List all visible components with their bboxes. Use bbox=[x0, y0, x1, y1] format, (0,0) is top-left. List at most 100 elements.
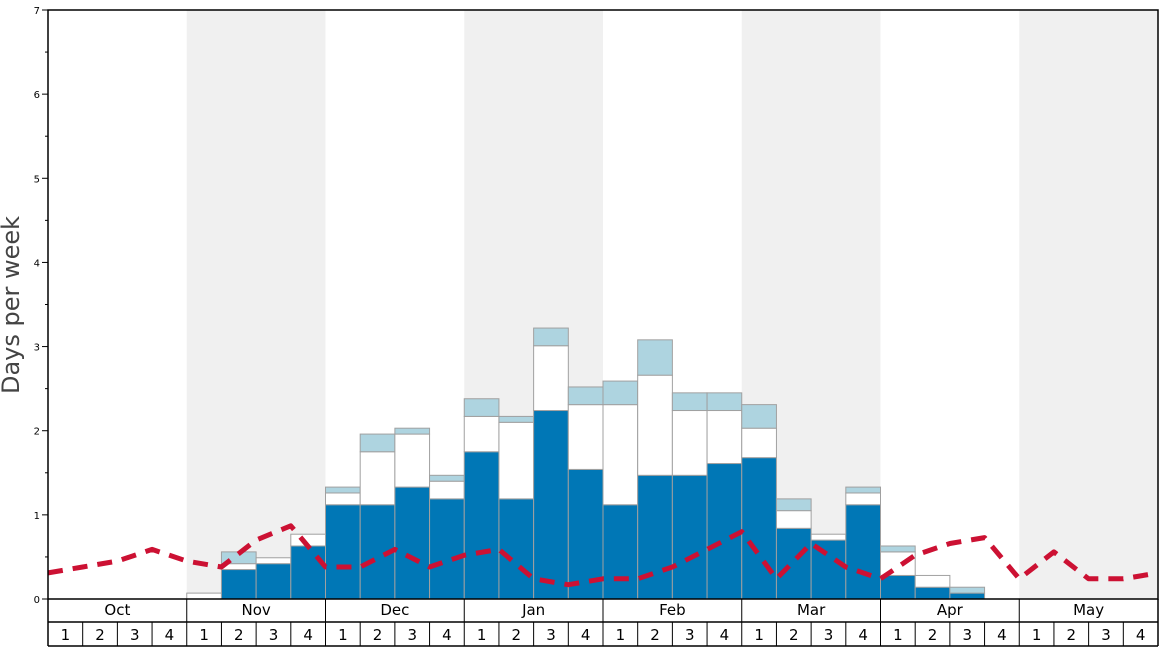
week-label: 2 bbox=[234, 626, 244, 644]
bar-white-17 bbox=[602, 404, 639, 506]
bar-dark-21 bbox=[741, 457, 777, 600]
week-label: 1 bbox=[61, 626, 71, 644]
bar-white-26 bbox=[914, 574, 951, 588]
bar-dark-6 bbox=[220, 569, 257, 600]
bar-light-17 bbox=[602, 380, 639, 406]
bar-light-24 bbox=[845, 486, 881, 494]
bar-light-21 bbox=[741, 404, 777, 429]
bar-dark-19 bbox=[671, 474, 708, 600]
bar-dark-17 bbox=[602, 504, 639, 600]
week-label: 1 bbox=[338, 626, 348, 644]
bar-light-18 bbox=[637, 339, 673, 376]
y-tick-label: 2 bbox=[34, 427, 40, 438]
bar-white-13 bbox=[463, 415, 500, 453]
bar-white-12 bbox=[429, 480, 465, 500]
bar-white-16 bbox=[567, 404, 604, 470]
week-label: 3 bbox=[269, 626, 279, 644]
bar-white-25 bbox=[880, 551, 916, 576]
week-label: 1 bbox=[754, 626, 764, 644]
y-tick-label: 7 bbox=[34, 6, 40, 17]
bar-white-9 bbox=[325, 492, 361, 506]
y-tick-label: 5 bbox=[34, 174, 40, 185]
y-tick-label: 0 bbox=[34, 595, 40, 606]
week-label: 3 bbox=[407, 626, 417, 644]
bar-dark-12 bbox=[429, 498, 465, 600]
month-label-mar: Mar bbox=[797, 601, 826, 619]
bar-light-20 bbox=[706, 392, 743, 412]
week-label: 3 bbox=[1101, 626, 1111, 644]
bar-dark-15 bbox=[533, 410, 569, 600]
bar-white-23 bbox=[810, 533, 847, 541]
month-label-nov: Nov bbox=[241, 601, 270, 619]
shade-nov bbox=[186, 10, 326, 599]
bar-light-10 bbox=[359, 433, 396, 453]
week-label: 4 bbox=[303, 626, 313, 644]
week-label: 3 bbox=[685, 626, 695, 644]
bar-dark-9 bbox=[325, 504, 361, 600]
bar-dark-24 bbox=[845, 504, 881, 600]
y-tick-label: 1 bbox=[34, 511, 40, 522]
week-label: 3 bbox=[962, 626, 972, 644]
week-label: 4 bbox=[581, 626, 591, 644]
bar-light-22 bbox=[775, 498, 812, 512]
y-tick-label: 3 bbox=[34, 343, 40, 354]
bar-white-5 bbox=[186, 592, 222, 600]
bar-dark-7 bbox=[255, 563, 292, 600]
week-label: 4 bbox=[720, 626, 730, 644]
month-label-apr: Apr bbox=[937, 601, 964, 619]
week-label: 2 bbox=[789, 626, 799, 644]
week-label: 1 bbox=[199, 626, 209, 644]
bar-light-16 bbox=[567, 386, 604, 406]
week-label: 2 bbox=[650, 626, 660, 644]
y-axis-label: Days per week bbox=[0, 216, 25, 394]
month-label-oct: Oct bbox=[104, 601, 130, 619]
bar-light-12 bbox=[429, 474, 465, 482]
month-label-jan: Jan bbox=[521, 601, 545, 619]
bar-dark-14 bbox=[498, 498, 535, 600]
bar-light-13 bbox=[463, 398, 500, 417]
week-label: 3 bbox=[546, 626, 556, 644]
bars bbox=[186, 327, 986, 600]
bar-dark-11 bbox=[394, 486, 431, 600]
week-label: 3 bbox=[130, 626, 140, 644]
bar-light-11 bbox=[394, 427, 431, 435]
week-label: 1 bbox=[477, 626, 487, 644]
week-label: 4 bbox=[858, 626, 868, 644]
week-label: 3 bbox=[824, 626, 834, 644]
week-label: 2 bbox=[1067, 626, 1077, 644]
bar-light-19 bbox=[671, 392, 708, 412]
bar-white-18 bbox=[637, 374, 673, 476]
week-label: 1 bbox=[1032, 626, 1042, 644]
bar-white-24 bbox=[845, 492, 881, 506]
bar-white-7 bbox=[255, 557, 292, 565]
bar-light-9 bbox=[325, 486, 361, 494]
bar-light-27 bbox=[949, 586, 986, 594]
y-tick-label: 4 bbox=[34, 258, 40, 269]
bar-white-21 bbox=[741, 427, 777, 459]
week-label: 1 bbox=[893, 626, 903, 644]
month-shading bbox=[186, 10, 1158, 599]
week-label: 2 bbox=[512, 626, 522, 644]
bar-light-15 bbox=[533, 327, 569, 347]
bar-white-19 bbox=[671, 410, 708, 476]
week-label: 1 bbox=[616, 626, 626, 644]
y-tick-label: 6 bbox=[34, 90, 40, 101]
bar-dark-27 bbox=[949, 592, 986, 600]
bar-dark-22 bbox=[775, 527, 812, 600]
bar-light-25 bbox=[880, 545, 916, 553]
bar-dark-20 bbox=[706, 463, 743, 600]
week-label: 2 bbox=[95, 626, 105, 644]
bar-dark-13 bbox=[463, 451, 500, 600]
bar-dark-8 bbox=[290, 545, 326, 600]
bar-white-20 bbox=[706, 410, 743, 465]
week-label: 4 bbox=[1136, 626, 1146, 644]
week-label: 4 bbox=[165, 626, 175, 644]
week-label: 2 bbox=[928, 626, 938, 644]
bar-dark-25 bbox=[880, 574, 916, 600]
trend-line-path bbox=[47, 523, 1159, 588]
week-label: 2 bbox=[373, 626, 383, 644]
bar-white-14 bbox=[498, 421, 535, 500]
x-axis: Oct 1 2 3 4 Nov 1 2 3 4 Dec 1 2 3 4 Jan 1 2 3 4 Feb 1 2 3 4 Mar 1 2… bbox=[47, 599, 1159, 647]
bar-light-14 bbox=[498, 415, 535, 423]
